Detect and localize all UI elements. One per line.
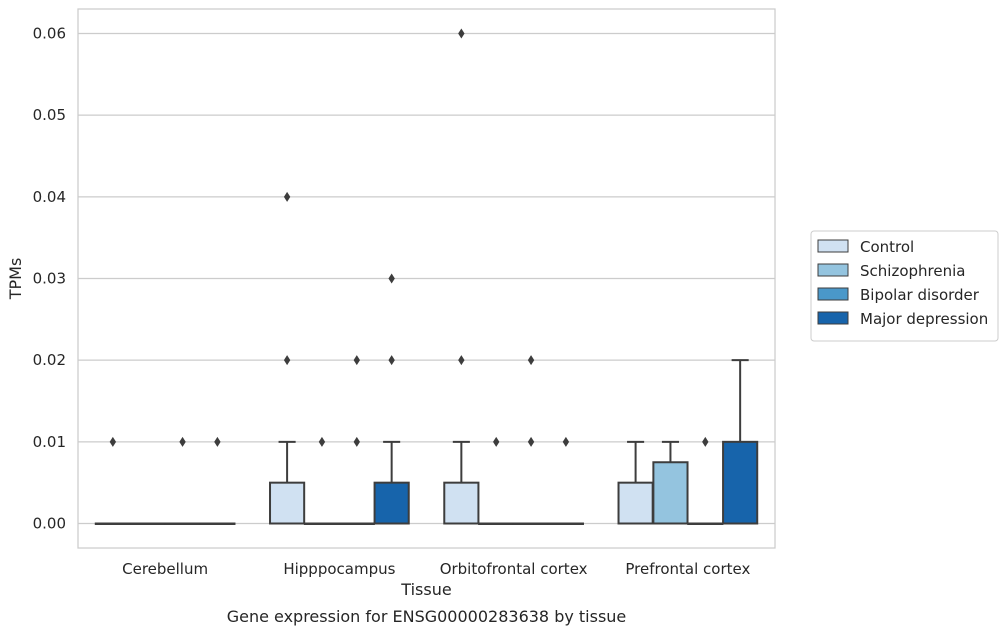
box-group [164,436,201,525]
plot-area-frame [77,8,776,549]
outlier-point [283,191,291,202]
legend-swatch [817,287,849,301]
box-group [722,359,759,525]
box [443,481,480,525]
x-tick-label: Cerebellum [122,560,208,578]
legend-swatch [817,311,849,325]
box-group [303,436,341,525]
box-group [129,522,166,525]
y-axis-ticks: 0.00 0.01 0.02 0.03 0.04 0.05 0.06 [33,25,66,533]
outlier-point [353,436,360,447]
chart-caption: Gene expression for ENSG00000283638 by t… [227,607,627,626]
legend-swatch [817,239,849,253]
outlier-point [527,436,535,447]
box-group [373,273,410,525]
outlier-point [283,355,291,366]
y-tick-label: 0.04 [33,188,66,206]
outlier-point [214,436,221,447]
x-tick-label: Hipppocampus [283,560,395,578]
legend-label: Schizophrenia [860,262,965,280]
legend-label: Bipolar disorder [860,286,980,304]
y-tick-label: 0.06 [33,25,66,43]
x-tick-label: Prefrontal cortex [625,560,750,578]
legend-swatch [817,263,849,277]
y-axis-label: TPMs [6,258,25,301]
box [652,461,689,525]
outlier-point [388,355,395,366]
x-axis-label: Tissue [400,580,451,599]
legend-frame [810,230,999,342]
outlier-point [527,355,535,366]
box [722,440,759,525]
box-group [512,355,550,525]
box-group [338,355,375,525]
box-group [547,436,584,525]
outlier-point [493,436,500,447]
box-group [94,436,131,525]
outlier-point [318,436,326,447]
box-group [617,440,654,525]
legend-label: Control [860,238,914,256]
box-group [652,440,689,525]
outlier-point [179,436,186,447]
x-tick-label: Orbitofrontal cortex [440,560,588,578]
box-group [687,436,724,525]
outlier-point [562,436,570,447]
outlier-point [353,355,360,366]
boxes [94,28,759,525]
box-group [269,191,306,525]
outlier-point [458,355,465,366]
box [269,481,306,525]
box [617,481,654,525]
outlier-point [109,436,117,447]
x-axis-ticks: Cerebellum Hipppocampus Orbitofrontal cort… [122,560,750,578]
y-tick-label: 0.00 [33,515,66,533]
outlier-point [702,436,709,447]
legend: Control Schizophrenia Bipolar disorder Majo… [810,230,999,342]
box-group [199,436,236,525]
outlier-point [388,273,395,284]
y-tick-label: 0.03 [33,270,66,288]
y-tick-label: 0.05 [33,106,66,124]
box-group [443,28,480,525]
box [373,481,410,525]
gridlines [78,32,775,525]
y-tick-label: 0.02 [33,351,66,369]
y-tick-label: 0.01 [33,433,66,451]
box-group [478,436,515,525]
legend-label: Major depression [860,310,988,328]
outlier-point [458,28,465,39]
